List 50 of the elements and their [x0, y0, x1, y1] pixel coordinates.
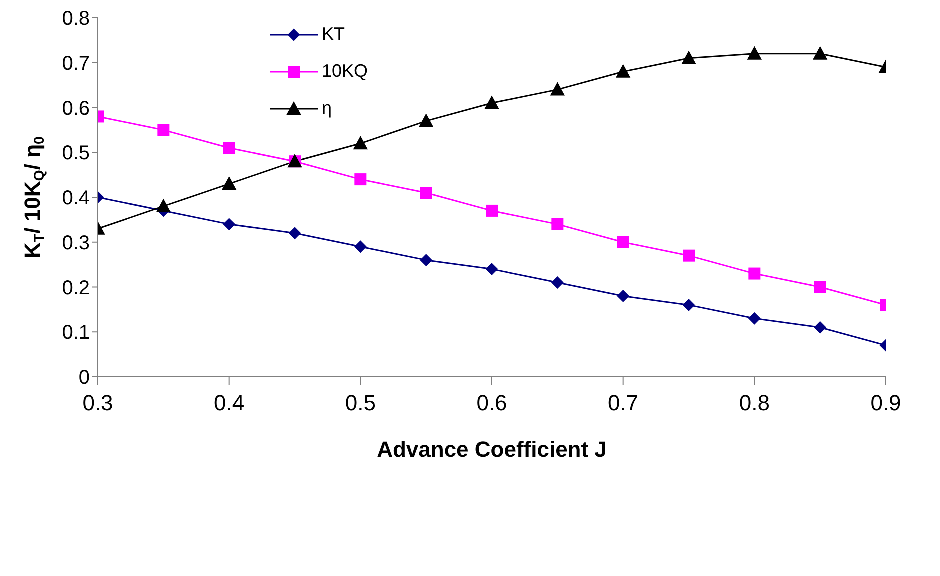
x-tick-label: 0.6 [476, 390, 508, 416]
point [354, 240, 367, 253]
point [222, 177, 236, 190]
y-tick-label: 0.5 [62, 142, 90, 165]
point [289, 227, 301, 240]
x-tick-label: 0.9 [870, 390, 902, 416]
x-tick-label: 0.8 [739, 390, 770, 416]
x-axis-title: Advance Coefficient J [377, 437, 607, 462]
point [814, 281, 826, 294]
point [552, 218, 564, 230]
y-tick-label: 0.1 [62, 322, 90, 344]
point [748, 312, 761, 325]
point [748, 268, 761, 280]
point [552, 276, 564, 289]
legend-label: KT [322, 24, 346, 45]
y-tick-label: 0 [78, 367, 90, 390]
y-tick-label: 0.6 [62, 98, 90, 120]
x-tick-label: 0.4 [214, 390, 245, 416]
y-tick-label: 0.7 [62, 52, 90, 75]
point [814, 322, 826, 334]
point [748, 46, 762, 60]
point [485, 96, 499, 110]
point [158, 124, 170, 136]
point [223, 142, 236, 154]
point [223, 218, 236, 230]
point [616, 64, 630, 78]
y-tick-label: 0.3 [62, 232, 90, 254]
point [420, 254, 432, 266]
point [550, 82, 565, 96]
point [683, 250, 695, 262]
point [617, 236, 630, 248]
point [813, 46, 828, 60]
point [354, 174, 367, 186]
point [419, 114, 434, 128]
y-tick-label: 0.2 [62, 277, 90, 300]
point [682, 51, 696, 64]
point [354, 136, 368, 150]
point [156, 199, 171, 212]
legend-label: 10KQ [322, 61, 368, 82]
legend-label: η [322, 98, 332, 119]
y-tick-label: 0.4 [62, 188, 90, 210]
x-tick-label: 0.5 [345, 390, 376, 416]
point [486, 263, 498, 276]
y-tick-label: 0.8 [62, 8, 90, 30]
x-tick-label: 0.3 [82, 390, 114, 416]
point [486, 204, 498, 217]
point [420, 187, 432, 200]
point [683, 299, 695, 312]
x-tick-label: 0.7 [608, 390, 639, 416]
point [617, 290, 630, 302]
